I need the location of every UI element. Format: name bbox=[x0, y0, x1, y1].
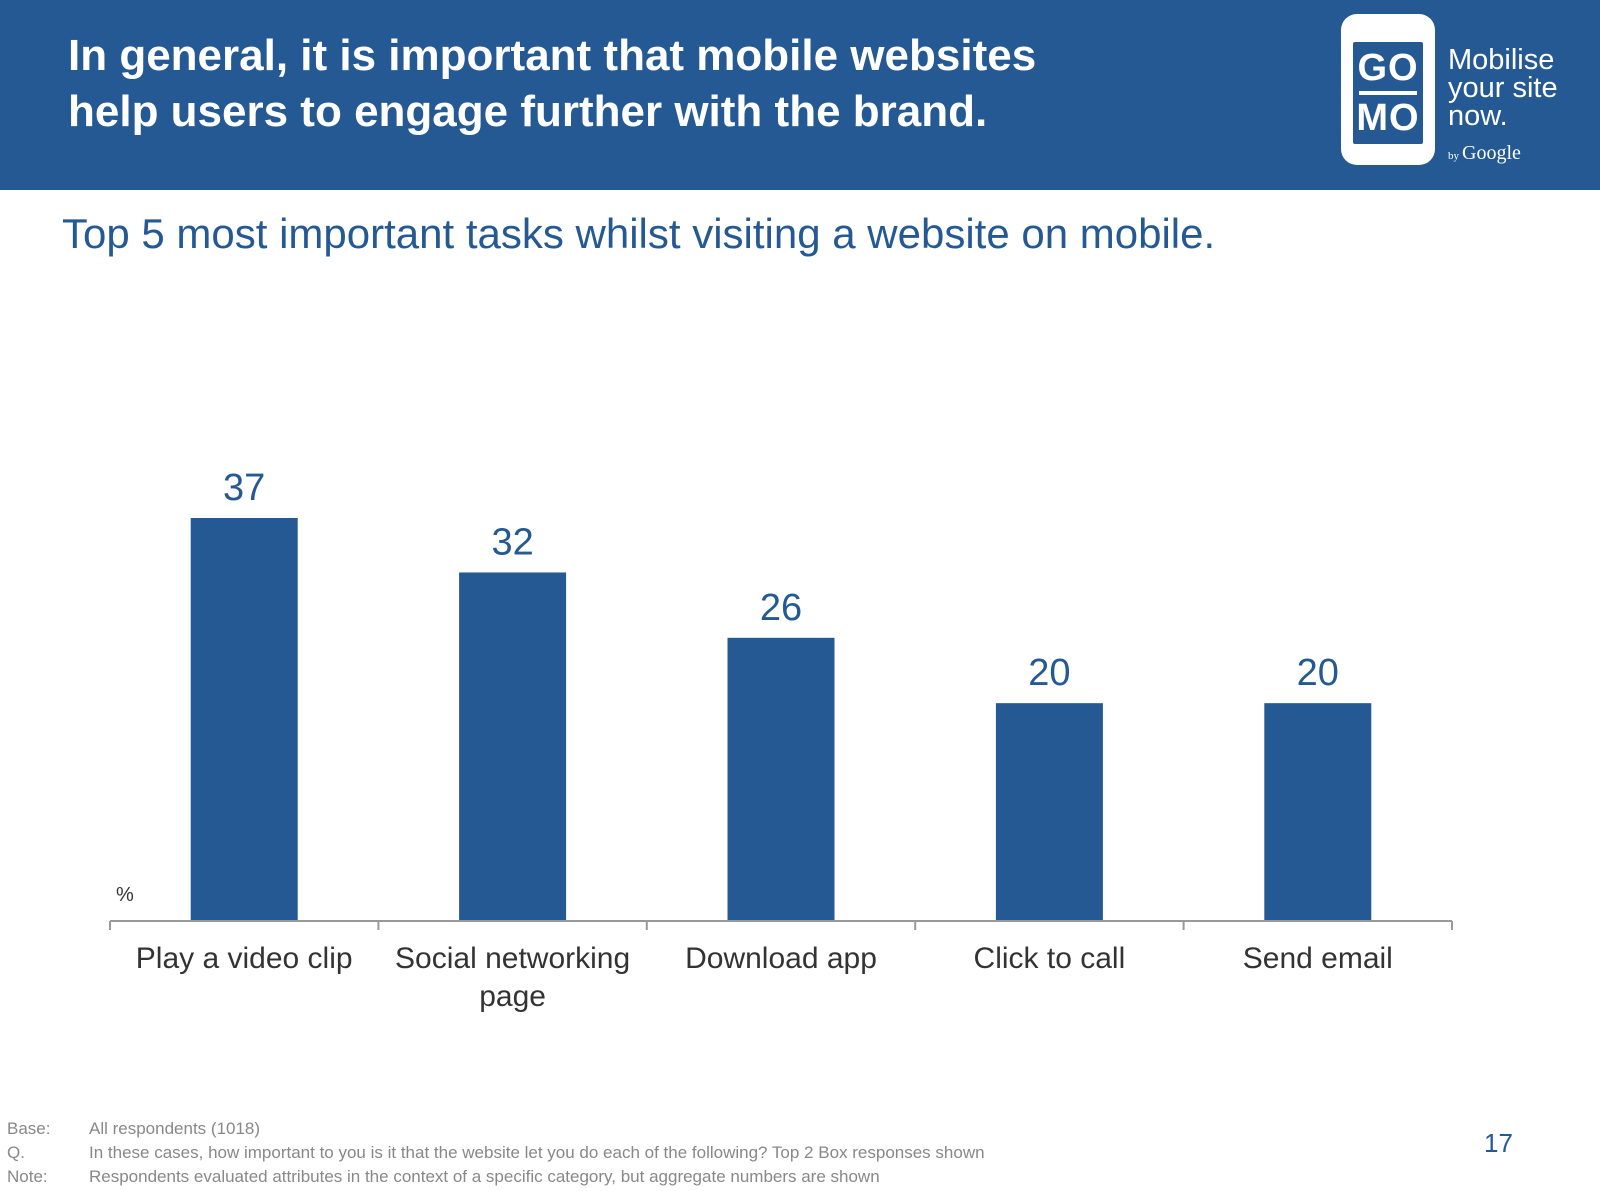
data-label: 20 bbox=[1028, 652, 1070, 694]
bar bbox=[995, 703, 1103, 921]
chart-title: Top 5 most important tasks whilst visiti… bbox=[62, 210, 1216, 257]
data-label: 20 bbox=[1297, 652, 1339, 694]
tagline-line-3: now. bbox=[1448, 100, 1508, 132]
byline-by: by bbox=[1448, 150, 1459, 162]
x-tick-label-line: Send email bbox=[1242, 942, 1393, 975]
x-tick-label: Click to call bbox=[915, 940, 1183, 978]
headline: In general, it is important that mobile … bbox=[68, 28, 1036, 140]
footnote-key: Base: bbox=[7, 1119, 51, 1138]
footnotes: Base: All respondents (1018) Q. In these… bbox=[7, 1117, 1107, 1189]
footnote-base: Base: All respondents (1018) bbox=[7, 1117, 1107, 1141]
x-tick-label-line: Click to call bbox=[973, 942, 1126, 975]
data-label: 32 bbox=[491, 521, 533, 563]
footnote-key: Q. bbox=[7, 1143, 25, 1162]
chart-unit-label: % bbox=[116, 884, 134, 906]
footnote-key: Note: bbox=[7, 1167, 48, 1186]
x-tick-label-line: Social networking bbox=[395, 942, 631, 975]
bar bbox=[727, 637, 835, 921]
x-tick-label-line: Download app bbox=[685, 942, 877, 975]
x-tick-label-line: page bbox=[479, 980, 546, 1013]
header-banner: In general, it is important that mobile … bbox=[0, 0, 1600, 190]
logo-divider bbox=[1359, 91, 1417, 95]
headline-line-1: In general, it is important that mobile … bbox=[68, 31, 1037, 80]
footnote-question: Q. In these cases, how important to you … bbox=[7, 1141, 1107, 1165]
gomo-logo: GO MO bbox=[1341, 14, 1435, 165]
byline-brand: Google bbox=[1462, 142, 1521, 164]
logo-byline: by Google bbox=[1448, 142, 1521, 165]
data-label: 37 bbox=[223, 467, 265, 509]
x-tick-label: Play a video clip bbox=[110, 940, 378, 978]
footnote-note: Note: Respondents evaluated attributes i… bbox=[7, 1165, 1107, 1189]
x-tick-label: Download app bbox=[647, 940, 915, 978]
logo-word-go: GO bbox=[1357, 47, 1419, 89]
x-tick-label: Social networking page bbox=[379, 940, 647, 1016]
footnote-text: All respondents (1018) bbox=[89, 1119, 261, 1138]
headline-line-2: help users to engage further with the br… bbox=[68, 87, 988, 136]
data-label: 26 bbox=[760, 587, 802, 629]
bar bbox=[1264, 703, 1372, 921]
footnote-text: Respondents evaluated attributes in the … bbox=[89, 1167, 880, 1186]
x-tick-label: Send email bbox=[1184, 940, 1452, 978]
page-number: 17 bbox=[1484, 1128, 1513, 1158]
tagline-line-2: your site bbox=[1448, 72, 1558, 104]
tagline-line-1: Mobilise bbox=[1448, 44, 1555, 76]
bar bbox=[459, 572, 567, 921]
logo-tagline: Mobilise your site now. bbox=[1448, 44, 1588, 132]
footnote-text: In these cases, how important to you is … bbox=[89, 1143, 985, 1162]
x-tick-label-line: Play a video clip bbox=[135, 942, 353, 975]
logo-word-mo: MO bbox=[1356, 97, 1420, 139]
gomo-logo-inner: GO MO bbox=[1353, 42, 1423, 144]
bar bbox=[190, 518, 298, 921]
